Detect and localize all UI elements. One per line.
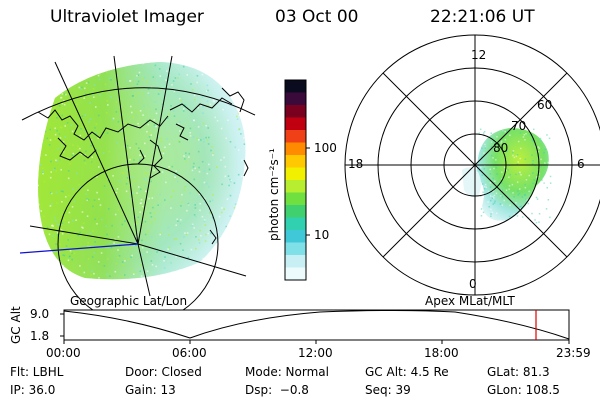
meridian-lines [29,55,247,297]
info-dsp: Dsp: −0.8 [245,383,309,397]
polar-plot-label: Apex MLat/MLT [425,294,515,308]
coastlines [37,87,249,245]
info-door: Door: Closed [125,365,202,379]
info-glat: GLat: 81.3 [487,365,550,379]
info-glon: GLon: 108.5 [487,383,560,397]
colorbar-label-10: 10 [314,228,330,242]
colorbar-label-100: 100 [314,141,337,155]
timeline-x-tick-2359: 23:59 [556,346,591,360]
uv-emission-image [38,62,246,280]
timeline-x-tick-1800: 18:00 [424,346,459,360]
mlt-label-6: 6 [577,157,585,171]
orbit-timeline [60,309,570,344]
altitude-curve [63,310,570,340]
time-label: 22:21:06 UT [430,7,535,27]
geographic-map [19,55,256,325]
mlt-label-0: 0 [469,277,477,291]
date-label: 03 Oct 00 [275,7,359,27]
terminator-line [19,243,139,254]
timeline-y-tick-low: 1.8 [30,329,50,343]
info-filter: Flt: LBHL [10,365,64,379]
timeline-y-tick-high: 9.0 [30,307,50,321]
timeline-x-tick-1200: 12:00 [298,346,333,360]
info-gc-alt: GC Alt: 4.5 Re [365,365,449,379]
mlt-label-18: 18 [348,157,364,171]
mlat-label-70: 70 [511,119,527,133]
timeline-frame [63,309,570,341]
polar-radial-lines [382,72,568,258]
info-ip: IP: 36.0 [10,383,56,397]
timeline-x-tick-0600: 06:00 [172,346,207,360]
mlat-label-80: 80 [493,141,509,155]
polar-grid [344,34,600,296]
polar-plot [344,34,600,296]
timeline-x-tick-0000: 00:00 [46,346,81,360]
colorbar-frame [284,79,307,281]
colorbar-gradient [285,80,306,281]
geographic-map-label: Geographic Lat/Lon [70,294,188,308]
mlt-label-12: 12 [471,48,487,62]
colorbar-unit-label: photon cm⁻²s⁻¹ [267,148,281,241]
info-gain: Gain: 13 [125,383,176,397]
mlat-label-60: 60 [537,98,553,112]
colorbar [284,79,310,281]
instrument-title: Ultraviolet Imager [50,7,204,27]
info-seq: Seq: 39 [365,383,411,397]
timeline-ticks [60,313,570,344]
timeline-y-axis-label: GC Alt [9,306,23,344]
info-mode: Mode: Normal [245,365,329,379]
